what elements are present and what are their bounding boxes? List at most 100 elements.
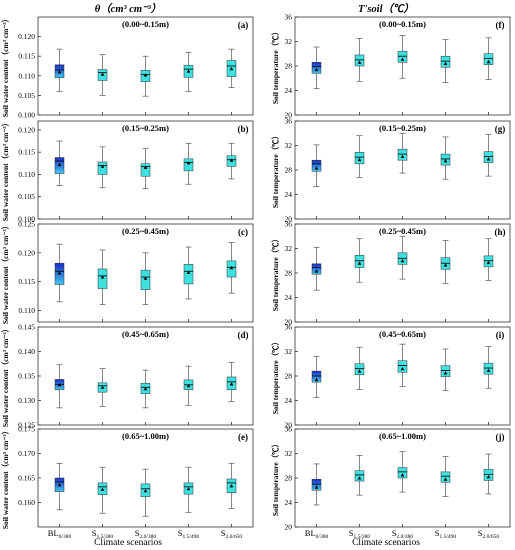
- box-body: [183, 264, 194, 285]
- mean-marker: [357, 369, 362, 373]
- mean-marker: [229, 266, 234, 270]
- mean-marker: [100, 72, 105, 76]
- box-body: [440, 471, 451, 483]
- mean-marker: [486, 474, 491, 479]
- box-1: [354, 454, 365, 496]
- box-body: [397, 51, 408, 63]
- y-tick-label: 28: [285, 474, 293, 483]
- mean-marker: [314, 269, 319, 273]
- box-4: [483, 453, 494, 495]
- y-axis-label: Soil temperature（℃）: [270, 440, 280, 516]
- y-tick-label: 0.125: [18, 421, 35, 430]
- depth-label: (0.45~0.65m): [122, 329, 169, 339]
- mean-marker: [400, 154, 405, 159]
- y-tick-label: 0.145: [18, 323, 35, 332]
- y-tick-label: 32: [285, 347, 293, 356]
- box-body: [311, 62, 322, 74]
- box-0: [311, 463, 322, 506]
- y-tick-label: 32: [285, 244, 293, 253]
- mean-marker: [186, 69, 191, 73]
- box-4: [226, 242, 237, 294]
- box-1: [354, 238, 365, 283]
- x-category-label: BL0/380: [305, 528, 329, 540]
- mean-marker: [143, 276, 148, 280]
- box-3: [183, 51, 194, 92]
- mean-marker: [100, 385, 105, 389]
- y-tick-label: 24: [285, 190, 293, 199]
- y-axis-label: Soil water content（cm³ cm⁻³）: [0, 15, 10, 117]
- panel-letter: (a): [238, 20, 249, 30]
- box-1: [97, 466, 108, 514]
- mean-marker: [143, 73, 148, 77]
- mean-marker: [314, 377, 319, 382]
- y-tick-label: 24: [285, 86, 293, 95]
- y-tick-label: 28: [285, 269, 293, 278]
- box-4: [483, 37, 494, 80]
- panel-h: 20 24 28 32 36 Soil temperature（℃） (0.25~0.45m…: [270, 220, 511, 327]
- mean-marker: [100, 487, 105, 491]
- box-4: [226, 462, 237, 509]
- panel-b: 0.100 0.105 0.110 0.115 0.120 Soil water cont…: [0, 119, 254, 224]
- box-2: [397, 235, 408, 280]
- box-1: [97, 146, 108, 189]
- panel-letter: (e): [238, 432, 248, 442]
- y-tick-label: 20: [285, 215, 293, 224]
- y-tick-label: 36: [285, 13, 293, 22]
- depth-label: (0.65~1.00m): [379, 431, 426, 441]
- y-tick-label: 0.115: [18, 277, 35, 286]
- depth-label: (0.15~0.25m): [379, 123, 426, 133]
- box-4: [483, 238, 494, 281]
- box-body: [397, 360, 408, 373]
- panel-letter: (g): [495, 124, 506, 134]
- depth-label: (0.15~0.25m): [122, 123, 169, 133]
- box-2: [140, 252, 151, 306]
- mean-marker: [400, 366, 405, 371]
- box-body: [483, 362, 494, 375]
- box-2: [140, 468, 151, 517]
- mean-marker: [57, 383, 62, 387]
- box-2: [397, 451, 408, 493]
- mean-marker: [357, 476, 362, 480]
- mean-marker: [400, 57, 405, 61]
- y-axis-label: Soil water content（cm³ cm⁻³）: [0, 119, 10, 221]
- y-tick-label: 0.110: [18, 306, 35, 315]
- box-3: [183, 466, 194, 513]
- mean-marker: [57, 162, 62, 167]
- box-1: [97, 54, 108, 96]
- box-1: [97, 249, 108, 306]
- box-body: [354, 54, 365, 67]
- box-body: [97, 268, 108, 289]
- y-tick-label: 0.115: [18, 148, 35, 157]
- y-tick-label: 24: [285, 293, 293, 302]
- box-0: [311, 144, 322, 187]
- x-category-label: S2.0/650: [221, 528, 243, 540]
- mean-marker: [443, 159, 448, 163]
- y-tick-label: 0.100: [18, 111, 35, 120]
- depth-label: (0.25~0.45m): [379, 226, 426, 236]
- box-2: [397, 343, 408, 387]
- y-tick-label: 0.105: [18, 192, 35, 201]
- y-tick-label: 0.120: [18, 248, 35, 257]
- box-3: [440, 136, 451, 180]
- box-4: [226, 361, 237, 402]
- y-tick-label: 28: [285, 62, 293, 71]
- mean-marker: [357, 157, 362, 162]
- depth-label: (0.65~1.00m): [122, 431, 169, 441]
- mean-marker: [443, 477, 448, 481]
- box-body: [440, 55, 451, 68]
- depth-label: (0.45~0.65m): [379, 329, 426, 339]
- box-body: [311, 159, 322, 172]
- mean-marker: [57, 483, 62, 487]
- x-category-label: S2.0/650: [478, 528, 500, 540]
- x-category-label: S1.5/380: [349, 528, 371, 540]
- y-tick-label: 32: [285, 449, 293, 458]
- y-tick-label: 36: [285, 220, 293, 229]
- box-0: [54, 140, 65, 186]
- panel-i: 20 24 28 32 36 Soil temperature（℃） (0.45~0.65m…: [270, 323, 511, 430]
- mean-marker: [357, 261, 362, 265]
- y-tick-label: 0.115: [18, 52, 35, 61]
- y-tick-label: 0.135: [18, 372, 35, 381]
- mean-marker: [186, 486, 191, 491]
- mean-marker: [314, 166, 319, 170]
